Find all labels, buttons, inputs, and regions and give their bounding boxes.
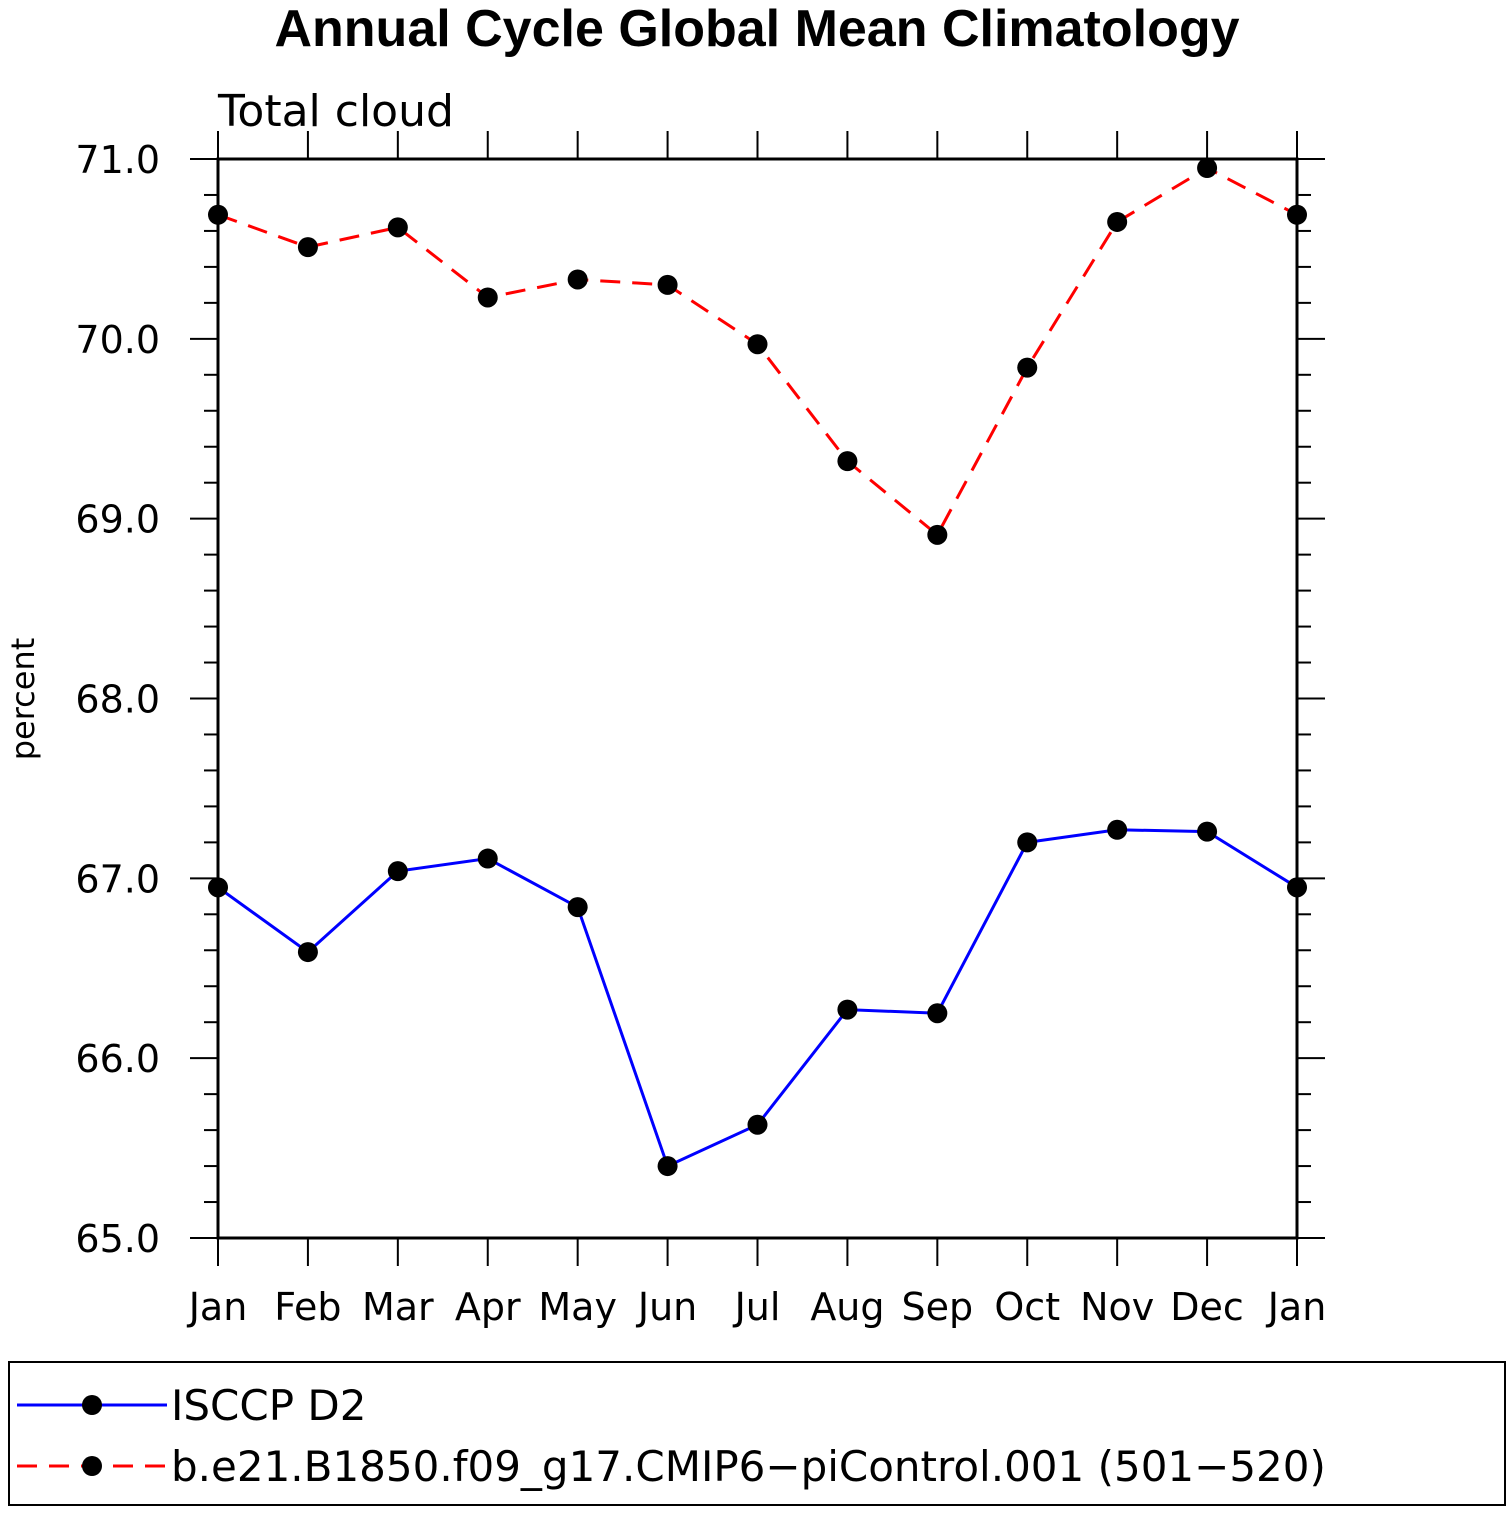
data-point xyxy=(1107,819,1128,840)
x-tick-label: Mar xyxy=(362,1285,434,1329)
data-point xyxy=(477,848,498,869)
axis-ticks xyxy=(190,131,1325,1266)
x-tick-label: Jul xyxy=(733,1285,781,1329)
data-point xyxy=(927,1003,948,1024)
x-tick-labels: Jan Feb Mar Apr May Jun Jul Aug Sep Oct Nov Dec Jan xyxy=(187,1285,1327,1329)
y-tick-label: 69.0 xyxy=(75,498,160,542)
x-tick-label: Nov xyxy=(1080,1285,1154,1329)
data-point xyxy=(657,274,678,295)
data-point xyxy=(1287,877,1307,898)
y-tick-labels: 65.0 66.0 67.0 68.0 69.0 70.0 71.0 xyxy=(75,138,160,1261)
legend-marker xyxy=(82,1395,102,1415)
x-tick-label: Oct xyxy=(994,1285,1060,1329)
data-point xyxy=(837,451,858,472)
data-point xyxy=(927,524,948,545)
data-point xyxy=(1197,157,1218,178)
series-0 xyxy=(208,819,1307,1177)
data-point xyxy=(1287,204,1307,225)
y-tick-label: 70.0 xyxy=(75,318,160,362)
y-tick-label: 65.0 xyxy=(75,1217,160,1261)
data-point xyxy=(387,217,408,238)
chart-title: Annual Cycle Global Mean Climatology xyxy=(274,0,1239,58)
x-tick-label: Jan xyxy=(187,1285,248,1329)
y-tick-label: 66.0 xyxy=(75,1037,160,1081)
plot-frame xyxy=(216,157,1299,1240)
data-point xyxy=(747,334,768,355)
y-tick-label: 71.0 xyxy=(75,138,160,182)
x-tick-label: Jun xyxy=(636,1285,697,1329)
data-point xyxy=(387,861,408,882)
data-point xyxy=(567,269,588,290)
legend-label: b.e21.B1850.f09_g17.CMIP6−piControl.001 … xyxy=(171,1442,1326,1491)
data-point xyxy=(657,1156,678,1177)
y-axis-label: percent xyxy=(4,638,42,761)
data-point xyxy=(477,287,498,308)
series-1 xyxy=(208,157,1307,545)
data-point xyxy=(837,999,858,1020)
legend-item: b.e21.B1850.f09_g17.CMIP6−piControl.001 … xyxy=(17,1442,1326,1491)
y-tick-label: 68.0 xyxy=(75,678,160,722)
x-tick-label: Apr xyxy=(455,1285,521,1329)
series-layer xyxy=(208,157,1307,1177)
legend-box xyxy=(8,1361,1506,1506)
x-tick-label: Feb xyxy=(274,1285,341,1329)
x-tick-label: Aug xyxy=(810,1285,884,1329)
x-tick-label: May xyxy=(538,1285,617,1329)
legend-item: ISCCP D2 xyxy=(17,1381,366,1430)
data-point xyxy=(1017,357,1038,378)
x-tick-label: Jan xyxy=(1266,1285,1327,1329)
x-tick-label: Dec xyxy=(1170,1285,1244,1329)
data-point xyxy=(208,204,228,225)
legend: ISCCP D2 b.e21.B1850.f09_g17.CMIP6−piCont… xyxy=(17,1381,1326,1491)
data-point xyxy=(297,237,318,258)
data-point xyxy=(1197,821,1218,842)
legend-marker xyxy=(82,1456,102,1476)
y-tick-label: 67.0 xyxy=(75,857,160,901)
data-point xyxy=(567,897,588,918)
data-point xyxy=(1107,211,1128,232)
legend-label: ISCCP D2 xyxy=(171,1381,366,1430)
data-point xyxy=(297,942,318,963)
x-tick-label: Sep xyxy=(902,1285,974,1329)
chart-subtitle: Total cloud xyxy=(217,86,454,137)
data-point xyxy=(208,877,228,898)
data-point xyxy=(747,1114,768,1135)
data-point xyxy=(1017,832,1038,853)
